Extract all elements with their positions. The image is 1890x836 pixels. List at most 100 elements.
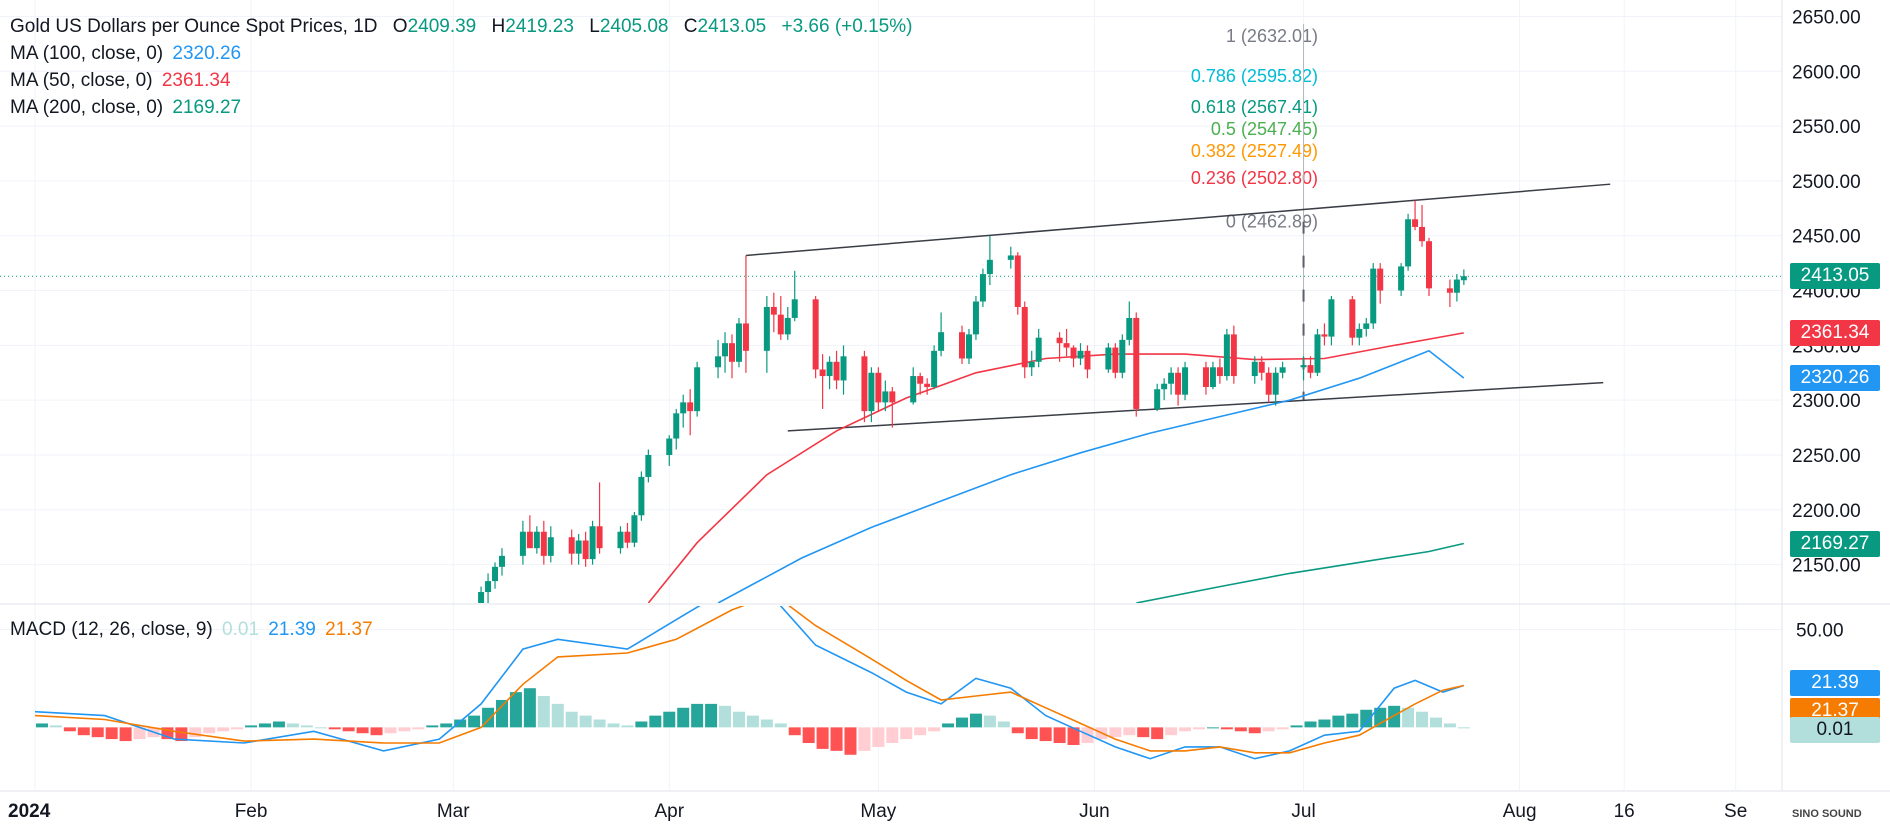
candle bbox=[742, 255, 749, 373]
macd-histogram-bar bbox=[746, 715, 759, 728]
open-value: 2409.39 bbox=[407, 16, 477, 37]
candle bbox=[826, 356, 833, 390]
axes: 2650.002600.002550.002500.002450.002400.… bbox=[8, 7, 1861, 822]
trend-channel[interactable] bbox=[745, 183, 1611, 432]
ma50-legend[interactable]: MA (50, close, 0) 2361.34 bbox=[10, 70, 235, 92]
macd-histogram-bar bbox=[175, 727, 188, 742]
candle bbox=[1202, 361, 1209, 395]
macd-histogram-bar bbox=[189, 727, 202, 738]
macd-histogram-bar bbox=[384, 727, 397, 734]
candle bbox=[624, 522, 631, 549]
candle bbox=[1126, 301, 1133, 346]
candle bbox=[1446, 279, 1453, 307]
candle-body bbox=[673, 413, 680, 439]
candle-body bbox=[917, 376, 924, 384]
price-tag: 2413.05 bbox=[1790, 263, 1880, 290]
candle-body bbox=[680, 402, 687, 414]
time-tick-label: Apr bbox=[654, 801, 684, 822]
macd-histogram-bar bbox=[259, 723, 272, 728]
low-value: 2405.08 bbox=[599, 16, 669, 37]
macd-histogram-bar bbox=[523, 688, 536, 728]
candle bbox=[840, 345, 847, 395]
macd-histogram-bar bbox=[370, 727, 383, 736]
candle-body bbox=[498, 555, 505, 567]
macd-histogram-bar bbox=[440, 723, 453, 728]
macd-histogram-bar bbox=[914, 727, 927, 736]
candle-body bbox=[938, 332, 945, 351]
change-value: +3.66 (+0.15%) bbox=[781, 16, 913, 37]
candle bbox=[492, 562, 499, 589]
ma200-line bbox=[1136, 542, 1464, 603]
macd-histogram-bar bbox=[300, 725, 313, 728]
macd-histogram-bar bbox=[886, 727, 899, 744]
macd-histogram-bar bbox=[1402, 707, 1415, 728]
candle-body bbox=[1446, 288, 1453, 293]
candle bbox=[1063, 328, 1070, 357]
macd-histogram-bar bbox=[495, 699, 508, 728]
macd-histogram-bar bbox=[788, 727, 801, 736]
macd-histogram-bar bbox=[1165, 727, 1178, 736]
macd-legend[interactable]: MACD (12, 26, close, 9) 0.01 21.39 21.37 bbox=[10, 619, 377, 641]
macd-histogram-bar bbox=[816, 727, 829, 749]
candle bbox=[972, 296, 979, 340]
candle-body bbox=[1168, 372, 1175, 384]
candle-body bbox=[1300, 365, 1307, 368]
macd-histogram-bar bbox=[328, 727, 341, 730]
time-tick-label: Jul bbox=[1291, 801, 1315, 822]
macd-histogram-bar bbox=[63, 727, 76, 732]
candle bbox=[833, 350, 840, 390]
price-tag: 2320.26 bbox=[1790, 364, 1880, 391]
candle-body bbox=[1202, 367, 1209, 388]
macd-histogram-bar bbox=[1137, 727, 1150, 738]
candle-body bbox=[1265, 372, 1272, 395]
candle bbox=[889, 387, 896, 428]
macd-histogram-bar bbox=[1429, 717, 1442, 728]
candle-body bbox=[1258, 361, 1265, 373]
macd-line-value: 21.39 bbox=[268, 619, 316, 640]
ma200-legend[interactable]: MA (200, close, 0) 2169.27 bbox=[10, 97, 245, 119]
fibonacci-retracement[interactable]: 1 (2632.01) 0.786 (2595.82) 0.618 (2567.41… bbox=[1191, 24, 1318, 401]
ma100-legend[interactable]: MA (100, close, 0) 2320.26 bbox=[10, 43, 245, 65]
macd-histogram-bar bbox=[35, 723, 48, 728]
macd-histogram-bar bbox=[1025, 727, 1038, 740]
candle bbox=[638, 471, 645, 521]
candle-body bbox=[1419, 226, 1426, 242]
candle bbox=[1356, 323, 1363, 346]
candle bbox=[875, 367, 882, 412]
candle bbox=[986, 235, 993, 286]
macd-histogram-bar bbox=[607, 723, 620, 728]
macd-signal-value: 21.37 bbox=[325, 619, 373, 640]
ohlc-legend: Gold US Dollars per Ounce Spot Prices, 1… bbox=[10, 16, 916, 38]
candle bbox=[485, 573, 492, 603]
candle bbox=[1014, 252, 1021, 315]
candle bbox=[526, 515, 533, 549]
ma50-label: MA (50, close, 0) bbox=[10, 70, 153, 91]
candle bbox=[533, 526, 540, 554]
candle-body bbox=[596, 526, 603, 549]
candle bbox=[1112, 343, 1119, 379]
candle bbox=[979, 268, 986, 307]
macd-histogram-bar bbox=[635, 721, 648, 728]
macd-histogram-bar bbox=[398, 727, 411, 732]
candles bbox=[478, 200, 1467, 603]
ma100-label: MA (100, close, 0) bbox=[10, 43, 164, 64]
candle-body bbox=[478, 592, 485, 603]
candle-body bbox=[533, 531, 540, 549]
macd-histogram-bar bbox=[77, 727, 90, 736]
macd-histogram-bar bbox=[231, 727, 244, 730]
candle-body bbox=[1405, 219, 1412, 267]
candle bbox=[1175, 367, 1182, 406]
macd-histogram-bar bbox=[426, 725, 439, 728]
candle-body bbox=[582, 540, 589, 560]
macd-histogram-bar bbox=[983, 715, 996, 728]
candle bbox=[1161, 378, 1168, 401]
candle bbox=[910, 367, 917, 405]
candle-body bbox=[1021, 306, 1028, 368]
candle bbox=[666, 435, 673, 466]
candle-body bbox=[840, 356, 847, 381]
macd-histogram-bar bbox=[1360, 709, 1373, 728]
candle-body bbox=[1161, 383, 1168, 390]
high-value: 2419.23 bbox=[505, 16, 574, 37]
candle-body bbox=[1356, 328, 1363, 338]
